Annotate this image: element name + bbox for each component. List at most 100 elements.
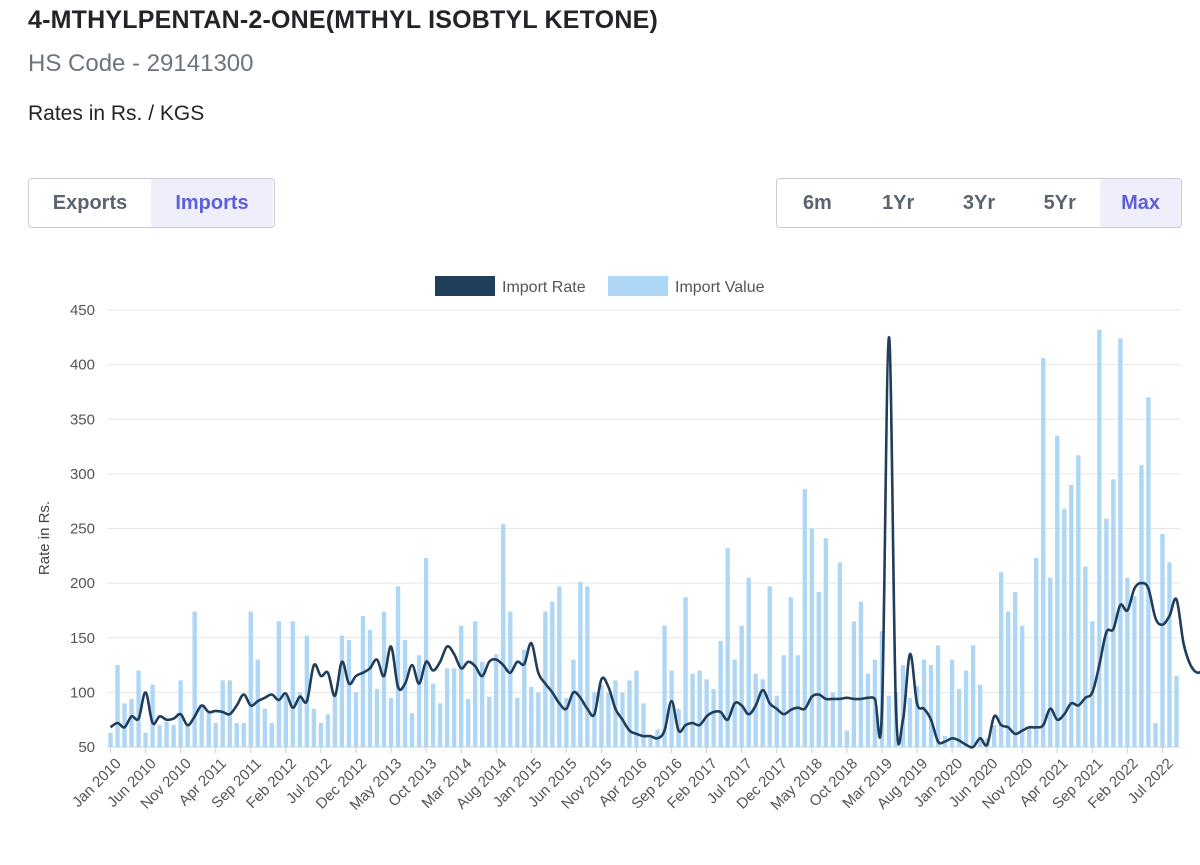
import-value-bar[interactable] <box>192 611 197 747</box>
import-value-bar[interactable] <box>402 639 408 747</box>
import-value-bar[interactable] <box>262 708 267 747</box>
import-value-bar[interactable] <box>802 489 807 747</box>
import-value-bar[interactable] <box>1027 728 1032 747</box>
import-value-bar[interactable] <box>886 695 892 747</box>
import-value-bar[interactable] <box>571 659 576 747</box>
range-5yr-button[interactable]: 5Yr <box>1043 191 1076 214</box>
import-value-bar[interactable] <box>423 557 429 747</box>
import-value-bar[interactable] <box>437 703 443 747</box>
import-value-bar[interactable] <box>907 697 913 747</box>
import-value-bar[interactable] <box>900 665 906 747</box>
legend-label-import-value[interactable]: Import Value <box>675 279 765 296</box>
import-value-bar[interactable] <box>458 625 464 747</box>
import-value-bar[interactable] <box>1174 675 1179 747</box>
import-value-bar[interactable] <box>1167 562 1172 747</box>
import-value-bar[interactable] <box>956 689 962 747</box>
import-value-bar[interactable] <box>283 695 289 747</box>
import-value-bar[interactable] <box>255 659 260 747</box>
import-value-bar[interactable] <box>837 562 843 747</box>
import-value-bar[interactable] <box>1132 596 1137 747</box>
import-value-bar[interactable] <box>970 645 976 747</box>
import-value-bar[interactable] <box>711 689 716 747</box>
import-value-bar[interactable] <box>304 635 310 747</box>
import-value-bar[interactable] <box>991 725 997 747</box>
import-value-bar[interactable] <box>914 685 920 747</box>
import-value-bar[interactable] <box>613 680 618 747</box>
import-value-bar[interactable] <box>809 528 814 748</box>
import-value-bar[interactable] <box>921 659 927 747</box>
import-value-bar[interactable] <box>816 591 822 747</box>
import-value-bar[interactable] <box>935 645 941 747</box>
import-value-bar[interactable] <box>767 586 772 747</box>
import-value-bar[interactable] <box>1041 358 1046 747</box>
legend-swatch-import-rate[interactable] <box>435 276 495 296</box>
import-value-bar[interactable] <box>206 713 211 747</box>
import-value-bar[interactable] <box>325 714 331 747</box>
import-value-bar[interactable] <box>409 713 415 747</box>
import-value-bar[interactable] <box>1153 722 1158 747</box>
import-value-bar[interactable] <box>171 725 176 747</box>
import-value-bar[interactable] <box>949 659 955 747</box>
import-value-bar[interactable] <box>290 621 296 747</box>
import-value-bar[interactable] <box>444 668 450 747</box>
import-value-bar[interactable] <box>353 692 359 747</box>
range-1yr-button[interactable]: 1Yr <box>882 191 915 214</box>
import-value-bar[interactable] <box>494 654 499 747</box>
import-value-bar[interactable] <box>332 692 338 747</box>
import-value-bar[interactable] <box>1055 435 1060 747</box>
import-value-bar[interactable] <box>578 582 583 747</box>
range-6m-button[interactable]: 6m <box>802 191 832 214</box>
import-value-bar[interactable] <box>339 635 345 747</box>
import-value-bar[interactable] <box>1006 611 1011 747</box>
import-value-bar[interactable] <box>276 621 281 747</box>
legend-label-import-rate[interactable]: Import Rate <box>502 279 586 296</box>
import-value-bar[interactable] <box>998 572 1004 747</box>
import-value-bar[interactable] <box>430 683 436 747</box>
import-value-bar[interactable] <box>865 673 871 747</box>
import-value-bar[interactable] <box>297 692 303 747</box>
import-value-bar[interactable] <box>1020 625 1025 747</box>
import-value-bar[interactable] <box>234 722 239 747</box>
import-value-bar[interactable] <box>164 721 169 747</box>
import-value-bar[interactable] <box>781 655 786 747</box>
legend-swatch-import-value[interactable] <box>608 276 668 296</box>
import-value-bar[interactable] <box>830 692 836 747</box>
import-value-bar[interactable] <box>269 722 274 747</box>
import-value-bar[interactable] <box>564 697 569 747</box>
import-value-bar[interactable] <box>360 615 366 747</box>
import-value-bar[interactable] <box>1048 577 1053 747</box>
import-value-bar[interactable] <box>395 586 401 747</box>
import-value-bar[interactable] <box>1069 484 1074 747</box>
import-value-bar[interactable] <box>858 601 864 747</box>
import-value-bar[interactable] <box>143 732 148 747</box>
import-value-bar[interactable] <box>697 670 702 747</box>
import-value-bar[interactable] <box>480 661 485 747</box>
import-value-bar[interactable] <box>381 611 387 747</box>
import-value-bar[interactable] <box>795 655 800 747</box>
import-value-bar[interactable] <box>599 684 604 747</box>
import-value-bar[interactable] <box>136 670 141 747</box>
import-value-bar[interactable] <box>718 641 723 747</box>
import-value-bar[interactable] <box>788 597 793 747</box>
import-value-bar[interactable] <box>634 670 639 747</box>
import-value-bar[interactable] <box>1125 577 1130 747</box>
import-value-bar[interactable] <box>760 679 765 747</box>
range-3yr-button[interactable]: 3Yr <box>962 191 996 214</box>
import-value-bar[interactable] <box>606 692 611 747</box>
import-value-bar[interactable] <box>662 625 667 747</box>
import-value-bar[interactable] <box>557 586 562 747</box>
import-value-bar[interactable] <box>851 621 857 747</box>
import-value-bar[interactable] <box>501 524 506 747</box>
import-value-bar[interactable] <box>543 611 548 747</box>
import-value-bar[interactable] <box>508 611 513 747</box>
import-value-bar[interactable] <box>1083 566 1088 747</box>
import-value-bar[interactable] <box>318 722 324 747</box>
import-value-bar[interactable] <box>1111 479 1116 747</box>
import-value-bar[interactable] <box>648 736 653 747</box>
import-value-bar[interactable] <box>746 577 751 747</box>
import-value-bar[interactable] <box>241 722 246 747</box>
import-value-bar[interactable] <box>1139 465 1144 747</box>
import-value-bar[interactable] <box>641 703 646 747</box>
import-value-bar[interactable] <box>536 692 541 747</box>
import-value-bar[interactable] <box>1097 329 1102 747</box>
